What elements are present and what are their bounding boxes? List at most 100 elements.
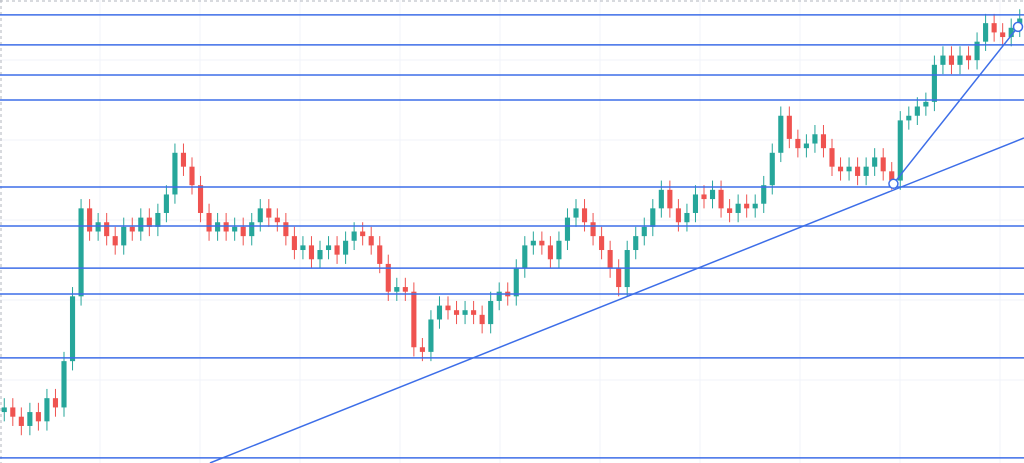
candle-body	[530, 240, 536, 246]
candle-body	[360, 231, 366, 237]
candle-body	[471, 310, 477, 315]
candle-body	[488, 300, 494, 325]
candle-body	[334, 245, 340, 255]
candle-body	[95, 222, 101, 232]
candle-body	[240, 226, 246, 237]
candle-body	[667, 189, 673, 209]
candle-body	[547, 245, 553, 260]
candle-body	[462, 310, 468, 315]
candle-body	[138, 217, 144, 232]
candle-body	[872, 157, 878, 167]
candle-body	[855, 166, 861, 176]
candle-body	[863, 166, 869, 176]
candle-body	[163, 194, 169, 213]
trend-handle	[888, 178, 899, 190]
candle-body	[44, 398, 50, 422]
candle-body	[735, 203, 741, 213]
candle-body	[692, 194, 699, 213]
candle-body	[965, 55, 972, 61]
candle-body	[846, 166, 852, 172]
candle-body	[197, 185, 204, 213]
candle-body	[948, 55, 955, 65]
candle-body	[1008, 27, 1014, 38]
trend-line	[892, 26, 1019, 185]
plot-area	[0, 9, 1024, 463]
candle-body	[701, 194, 707, 200]
candle-body	[300, 245, 306, 251]
candle-body	[155, 212, 161, 227]
candle-body	[675, 208, 681, 223]
candle-body	[343, 240, 349, 255]
candle-body	[650, 208, 656, 227]
candle-body	[940, 55, 946, 65]
candle-body	[104, 222, 110, 237]
candle-body	[897, 120, 903, 181]
candle-body	[146, 217, 152, 227]
candle-body	[616, 268, 622, 288]
candle-body	[206, 212, 212, 232]
candle-body	[931, 64, 937, 102]
candle-body	[957, 55, 963, 65]
candle-body	[581, 208, 588, 223]
candle-body	[633, 236, 639, 251]
candle-body	[308, 245, 315, 260]
candle-body	[795, 138, 801, 149]
candle-body	[880, 157, 886, 172]
candle-body	[351, 231, 357, 241]
candle-body	[684, 212, 690, 223]
candle-body	[974, 41, 980, 61]
candle-body	[385, 263, 391, 292]
candle-body	[556, 240, 562, 260]
candle-body	[325, 245, 332, 251]
candle-body	[709, 189, 716, 200]
candle-body	[786, 115, 792, 139]
candle-body	[1000, 32, 1006, 38]
candle-body	[522, 245, 528, 269]
candle-body	[983, 23, 989, 42]
candle-body	[257, 208, 263, 223]
candle-body	[641, 226, 647, 237]
candle-body	[453, 310, 460, 315]
candle-body	[658, 189, 664, 209]
candle-body	[445, 305, 451, 311]
candle-body	[752, 203, 758, 209]
trend-line	[209, 137, 1024, 463]
candle-body	[829, 148, 835, 167]
candle-body	[573, 208, 579, 218]
candle-body	[820, 134, 827, 149]
candle-body	[889, 171, 895, 181]
candle-body	[914, 106, 920, 116]
candle-body	[223, 222, 229, 232]
candle-body	[274, 217, 280, 223]
candle-body	[180, 152, 187, 167]
candle-body	[436, 305, 443, 320]
candle-body	[761, 185, 767, 204]
candle-body	[232, 226, 238, 232]
candle-body	[411, 291, 417, 348]
candle-body	[513, 268, 519, 297]
candle-body	[112, 236, 118, 246]
candle-body	[496, 291, 502, 301]
candle-body	[189, 166, 195, 186]
candle-body	[35, 412, 41, 422]
candle-body	[69, 296, 76, 362]
candle-body	[27, 412, 33, 426]
candle-body	[590, 222, 596, 237]
candle-body	[61, 361, 67, 408]
candle-body	[837, 166, 844, 172]
candle-body	[428, 319, 434, 352]
candle-body	[599, 236, 605, 251]
candle-body	[778, 115, 784, 153]
candle-body	[291, 236, 297, 251]
candle-body	[249, 222, 255, 237]
candle-body	[172, 152, 178, 195]
candle-body	[812, 134, 818, 144]
candle-body	[317, 250, 323, 260]
candle-body	[266, 208, 272, 218]
candle-body	[368, 236, 374, 246]
candle-body	[769, 152, 775, 186]
candle-body	[215, 222, 221, 232]
trend-handle	[1012, 21, 1024, 33]
